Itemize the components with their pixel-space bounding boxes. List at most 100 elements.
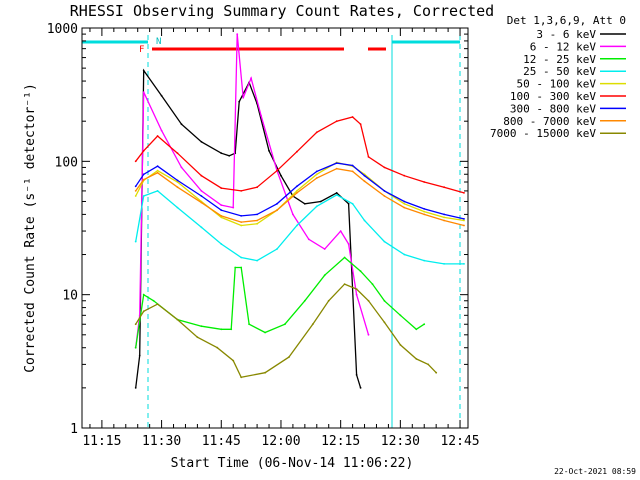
data-point xyxy=(142,310,145,313)
data-point xyxy=(307,238,310,241)
data-point xyxy=(423,259,426,262)
data-point xyxy=(238,100,241,103)
data-point xyxy=(415,328,418,331)
data-point xyxy=(363,174,366,177)
data-point xyxy=(435,371,438,374)
data-point xyxy=(200,174,203,177)
x-tick-label: 12:00 xyxy=(261,434,300,449)
data-point xyxy=(323,248,326,250)
data-point xyxy=(288,356,290,358)
data-point xyxy=(443,216,445,219)
data-point xyxy=(463,224,465,227)
data-point xyxy=(256,222,258,225)
data-point xyxy=(234,266,237,269)
data-point xyxy=(134,387,137,389)
data-point xyxy=(403,206,406,209)
data-point xyxy=(230,328,233,331)
data-point xyxy=(443,186,445,189)
data-point xyxy=(343,256,346,259)
flare-label-f: F xyxy=(139,45,144,55)
data-point xyxy=(303,202,306,205)
data-point xyxy=(256,219,258,222)
data-point xyxy=(142,178,145,181)
y-axis-label: Corrected Count Rate (s⁻¹ detector⁻¹) xyxy=(23,83,38,373)
data-point xyxy=(200,325,203,328)
data-point xyxy=(463,192,465,194)
x-tick-label: 12:15 xyxy=(321,434,360,449)
data-point xyxy=(240,221,243,224)
data-point xyxy=(250,77,253,80)
data-point xyxy=(403,200,406,203)
data-point xyxy=(176,179,179,182)
data-point xyxy=(423,208,426,210)
data-point xyxy=(347,243,350,245)
data-point xyxy=(240,224,243,227)
data-point xyxy=(335,167,338,170)
data-point xyxy=(134,160,137,163)
series-line-6 xyxy=(135,116,465,194)
axis-ticks: 11:15 11:30 11:45 12:00 12:15 12:30 12:45 1 10 10… xyxy=(47,22,480,449)
data-point xyxy=(264,331,266,334)
data-point xyxy=(315,131,318,134)
legend-label: 3 - 6 keV xyxy=(536,28,596,41)
data-point xyxy=(383,166,386,169)
plot-frame xyxy=(81,27,469,429)
legend-label: 12 - 25 keV xyxy=(523,53,596,66)
x-tick-label: 11:30 xyxy=(142,434,181,449)
legend-label: 100 - 300 keV xyxy=(510,90,596,103)
data-point xyxy=(367,299,370,302)
data-point xyxy=(335,192,338,194)
data-point xyxy=(359,387,362,389)
data-point xyxy=(383,321,386,324)
data-point xyxy=(200,226,203,229)
legend-label: 7000 - 15000 keV xyxy=(490,127,596,140)
data-point xyxy=(276,202,278,205)
data-point xyxy=(355,293,358,296)
data-point xyxy=(443,263,445,265)
data-point xyxy=(351,116,354,118)
legend-label: 25 - 50 keV xyxy=(523,65,596,78)
data-point xyxy=(196,336,199,339)
data-point xyxy=(315,170,318,173)
data-point xyxy=(351,170,354,173)
data-point xyxy=(383,299,386,302)
data-point xyxy=(220,328,223,331)
data-point xyxy=(355,288,358,290)
x-axis-label: Start Time (06-Nov-14 11:06:22) xyxy=(171,456,414,471)
data-point xyxy=(156,135,159,137)
data-point xyxy=(403,253,406,256)
data-point xyxy=(240,215,243,217)
legend-label: 800 - 7000 keV xyxy=(503,115,596,128)
data-point xyxy=(160,94,163,97)
data-point xyxy=(315,173,318,176)
data-point xyxy=(280,174,282,177)
data-point xyxy=(315,205,318,208)
data-point xyxy=(236,33,239,35)
data-point xyxy=(351,202,354,205)
data-point xyxy=(134,195,137,197)
y-tick-label: 100 xyxy=(55,155,78,170)
data-point xyxy=(347,202,350,205)
data-point xyxy=(242,96,245,99)
data-point xyxy=(220,209,223,212)
data-point xyxy=(232,359,235,362)
data-point xyxy=(296,224,298,227)
data-point xyxy=(276,248,278,250)
data-point xyxy=(228,154,231,157)
data-point xyxy=(176,206,179,209)
data-point xyxy=(463,263,465,265)
data-point xyxy=(276,209,278,212)
data-point xyxy=(423,210,426,213)
y-tick-label: 10 xyxy=(62,289,78,304)
data-point xyxy=(160,129,163,132)
data-point xyxy=(463,219,465,222)
data-point xyxy=(367,156,370,158)
data-point xyxy=(134,346,137,349)
x-tick-label: 11:45 xyxy=(202,434,241,449)
data-point xyxy=(134,190,137,192)
data-point xyxy=(335,162,338,165)
data-point xyxy=(443,213,445,216)
data-point xyxy=(220,243,223,245)
